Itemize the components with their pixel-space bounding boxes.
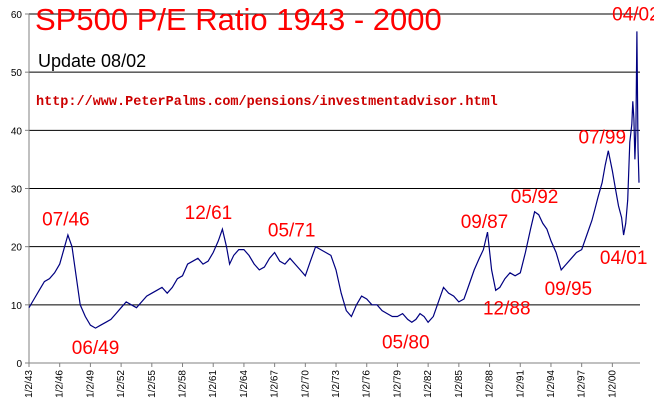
x-tick-label: 1/2/85 bbox=[454, 370, 465, 398]
chart-title: SP500 P/E Ratio 1943 - 2000 bbox=[35, 2, 442, 37]
x-axis-ticks: 1/2/43 1/2/46 1/2/49 1/2/52 1/2/55 1/2/58 1/2/… bbox=[24, 363, 618, 398]
x-tick-label: 1/2/55 bbox=[147, 370, 158, 398]
y-axis-ticks: 0 10 20 30 40 50 60 bbox=[11, 10, 29, 370]
annotations: 07/46 06/49 12/61 05/71 05/80 09/87 12/88 05/92… bbox=[42, 4, 654, 359]
chart-subtitle: Update 08/02 bbox=[38, 51, 146, 71]
annotation-label: 09/87 bbox=[461, 212, 509, 233]
y-tick-label: 20 bbox=[11, 243, 23, 254]
y-tick-label: 30 bbox=[11, 185, 23, 196]
annotation-label: 04/01 bbox=[600, 248, 648, 269]
y-tick-label: 60 bbox=[11, 10, 23, 21]
x-tick-label: 1/2/52 bbox=[116, 370, 127, 398]
annotation-label: 04/02 bbox=[612, 4, 654, 25]
annotation-label: 12/88 bbox=[483, 298, 531, 319]
annotation-label: 07/99 bbox=[578, 128, 626, 149]
x-tick-label: 1/2/64 bbox=[239, 370, 250, 398]
x-tick-label: 1/2/49 bbox=[85, 370, 96, 398]
x-tick-label: 1/2/67 bbox=[270, 370, 281, 398]
x-tick-label: 1/2/43 bbox=[24, 370, 35, 398]
y-tick-label: 10 bbox=[11, 301, 23, 312]
x-tick-label: 1/2/97 bbox=[577, 370, 588, 398]
annotation-label: 12/61 bbox=[185, 203, 233, 224]
x-tick-label: 1/2/88 bbox=[485, 370, 496, 398]
x-tick-label: 1/2/70 bbox=[300, 370, 311, 398]
x-tick-label: 1/2/82 bbox=[423, 370, 434, 398]
x-tick-label: 1/2/76 bbox=[362, 370, 373, 398]
gridlines bbox=[29, 13, 640, 306]
x-tick-label: 1/2/79 bbox=[392, 370, 403, 398]
y-tick-label: 0 bbox=[16, 359, 22, 370]
x-tick-label: 1/2/73 bbox=[331, 370, 342, 398]
x-tick-label: 1/2/46 bbox=[55, 370, 66, 398]
annotation-label: 05/71 bbox=[268, 221, 316, 242]
x-tick-label: 1/2/91 bbox=[515, 370, 526, 398]
y-tick-label: 50 bbox=[11, 68, 23, 79]
x-tick-label: 1/2/94 bbox=[546, 370, 557, 398]
annotation-label: 06/49 bbox=[72, 338, 120, 359]
x-tick-label: 1/2/00 bbox=[607, 370, 618, 398]
source-url: http://www.PeterPalms.com/pensions/inves… bbox=[36, 95, 498, 110]
x-tick-label: 1/2/61 bbox=[208, 370, 219, 398]
annotation-label: 09/95 bbox=[545, 279, 593, 300]
annotation-label: 07/46 bbox=[42, 209, 90, 230]
y-tick-label: 40 bbox=[11, 126, 23, 137]
annotation-label: 05/92 bbox=[511, 187, 559, 208]
annotation-label: 05/80 bbox=[382, 332, 430, 353]
x-tick-label: 1/2/58 bbox=[178, 370, 189, 398]
pe-ratio-series-line bbox=[28, 31, 640, 329]
